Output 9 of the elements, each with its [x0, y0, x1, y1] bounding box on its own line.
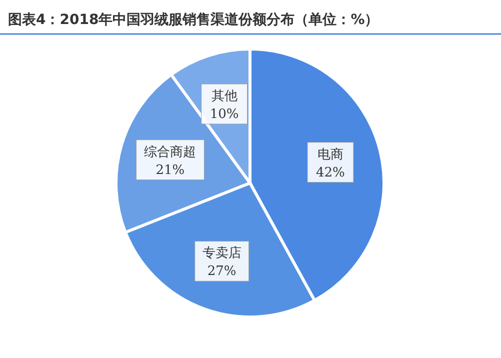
data-label: 27% [207, 264, 236, 280]
slice-label: 专卖店 [202, 245, 242, 262]
data-label: 21% [156, 162, 185, 178]
chart-title: 图表4：2018年中国羽绒服销售渠道份额分布（单位：%） [8, 11, 379, 28]
data-label: 10% [210, 106, 239, 122]
data-label: 42% [316, 165, 345, 180]
slice-label: 电商 [317, 147, 344, 162]
slice-label: 综合商超 [144, 144, 196, 160]
slice-label: 其他 [211, 88, 238, 104]
